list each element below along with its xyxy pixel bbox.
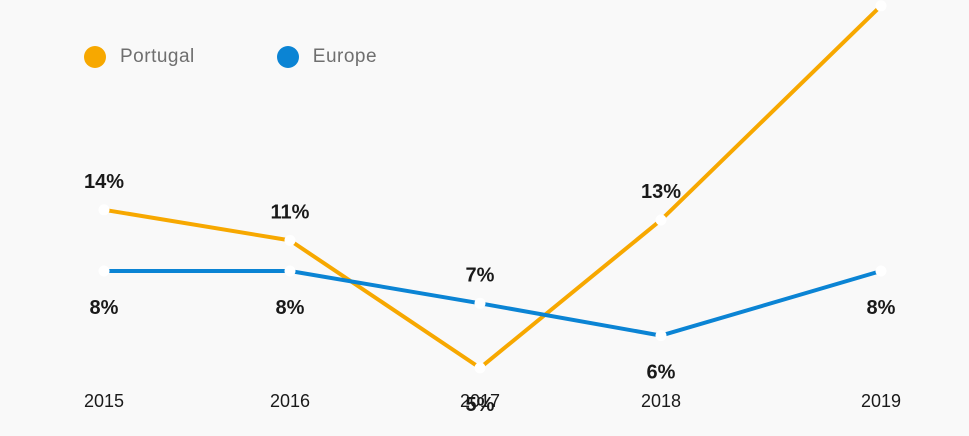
data-label-europe-2016: 8% (276, 297, 305, 319)
data-point-europe-2015 (98, 265, 110, 277)
data-point-portugal-2015 (98, 204, 110, 216)
data-point-portugal-2019 (875, 0, 887, 12)
data-label-europe-2018: 6% (647, 362, 676, 384)
legend-label-portugal: Portugal (120, 46, 195, 67)
data-point-europe-2018 (655, 330, 667, 342)
data-point-portugal-2017 (474, 362, 486, 374)
series-line-portugal (102, 3, 883, 370)
x-tick-label-2015: 2015 (84, 391, 124, 411)
data-label-portugal-2016: 11% (271, 201, 310, 223)
x-tick-label-2017: 2017 (460, 391, 500, 411)
x-tick-label-2019: 2019 (861, 391, 901, 411)
legend-item-europe: Europe (276, 46, 378, 68)
data-label-portugal-2017: 5% (466, 394, 495, 416)
data-label-europe-2019: 8% (867, 297, 896, 319)
x-tick-label-2018: 2018 (641, 391, 681, 411)
data-point-portugal-2016 (284, 234, 296, 246)
legend-swatch-europe (276, 46, 299, 68)
data-point-europe-2017 (474, 297, 486, 309)
x-tick-label-2016: 2016 (270, 391, 310, 411)
data-label-europe-2017: 7% (466, 264, 495, 286)
data-label-portugal-2018: 13% (641, 181, 681, 203)
legend: Portugal Europe (84, 46, 459, 68)
data-label-portugal-2015: 14% (84, 171, 124, 193)
data-point-europe-2016 (284, 265, 296, 277)
data-point-europe-2019 (875, 265, 887, 277)
data-point-portugal-2018 (655, 214, 667, 226)
legend-item-portugal: Portugal (84, 46, 195, 68)
legend-swatch-portugal (84, 46, 106, 68)
data-label-europe-2015: 8% (90, 297, 119, 319)
legend-label-europe: Europe (312, 46, 378, 67)
